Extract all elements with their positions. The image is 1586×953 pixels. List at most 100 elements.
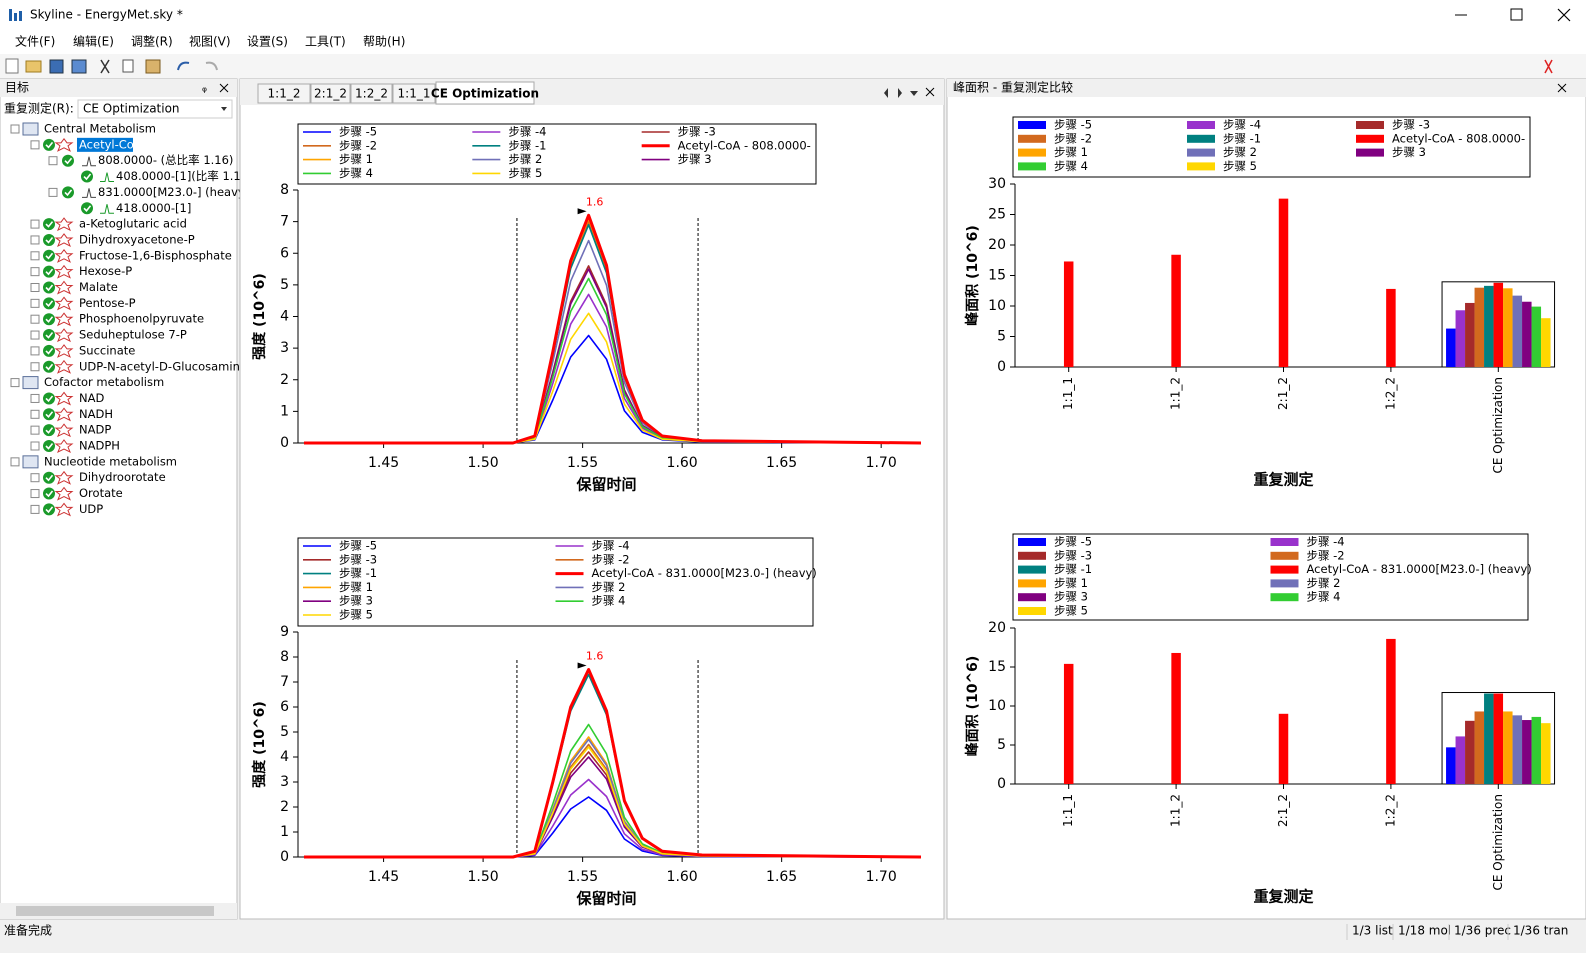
menu-item[interactable]: 帮助(H): [363, 35, 405, 49]
menu-item[interactable]: 调整(R): [131, 34, 173, 49]
legend-label: 步骤 4: [1054, 159, 1088, 173]
expander[interactable]: [30, 235, 40, 245]
peak-icon: [82, 188, 96, 198]
expander[interactable]: [30, 441, 40, 451]
tree-node[interactable]: 831.0000[M23.0-] (heavy): [98, 185, 249, 199]
chromatogram-panel: [239, 78, 945, 920]
save-icon[interactable]: [49, 59, 64, 74]
expander[interactable]: [30, 409, 40, 419]
tree-node[interactable]: 418.0000-[1]: [116, 201, 191, 215]
check-mark: [83, 205, 92, 212]
bar: [1465, 720, 1475, 784]
expander[interactable]: [30, 362, 40, 372]
expander[interactable]: [30, 489, 40, 499]
expander[interactable]: [48, 156, 58, 166]
tab[interactable]: [392, 83, 436, 104]
panel-close[interactable]: [219, 83, 229, 93]
tree-node[interactable]: Central Metabolism: [44, 122, 156, 136]
tab-close[interactable]: [925, 87, 935, 97]
tree-node[interactable]: Hexose-P: [79, 264, 132, 278]
expander[interactable]: [30, 314, 40, 324]
tab[interactable]: [310, 83, 351, 104]
redo-icon[interactable]: [205, 61, 218, 71]
publish-icon[interactable]: [71, 59, 87, 74]
tree-node[interactable]: UDP: [79, 502, 103, 516]
expander[interactable]: [30, 346, 40, 356]
check-icon: [43, 138, 55, 151]
tree-node[interactable]: Cofactor metabolism: [44, 375, 164, 389]
menu-item[interactable]: 编辑(E): [73, 34, 114, 49]
expander[interactable]: [30, 393, 40, 403]
menu-item[interactable]: 工具(T): [305, 35, 346, 49]
toolbar-icon[interactable]: [1544, 59, 1553, 74]
tab-label[interactable]: 1:2_2: [355, 87, 388, 101]
expander[interactable]: [30, 298, 40, 308]
tree-node[interactable]: Seduheptulose 7-P: [79, 328, 187, 342]
tab[interactable]: [350, 83, 393, 104]
tab-label[interactable]: 2:1_2: [314, 87, 347, 101]
tree-node[interactable]: Malate: [79, 280, 118, 294]
tab[interactable]: [435, 81, 535, 105]
paste-icon[interactable]: [145, 59, 161, 74]
tree-node[interactable]: a-Ketoglutaric acid: [79, 217, 187, 231]
tab-label[interactable]: 1:1_2: [268, 87, 301, 101]
tree-node[interactable]: Phosphoenolpyruvate: [79, 312, 204, 326]
undo-icon[interactable]: [177, 61, 190, 71]
expander[interactable]: [30, 267, 40, 277]
legend-swatch: [1018, 162, 1046, 171]
expander[interactable]: [10, 124, 20, 134]
y-tick-label: 5: [997, 737, 1006, 753]
expander[interactable]: [30, 283, 40, 292]
cut-icon[interactable]: [100, 59, 110, 74]
replicate-combo[interactable]: [77, 99, 233, 119]
tree-node[interactable]: 408.0000-[1](比率 1.16): [116, 169, 253, 183]
y-tick-label: 8: [280, 649, 289, 665]
tree-node[interactable]: Nucleotide metabolism: [44, 454, 177, 468]
scroll-thumb[interactable]: [16, 906, 214, 916]
combo-arrow[interactable]: [221, 107, 227, 111]
tree-node[interactable]: Acetyl-CoA: [79, 137, 142, 151]
copy-icon[interactable]: [122, 59, 134, 73]
expander[interactable]: [30, 425, 40, 435]
tree-node[interactable]: UDP-N-acetyl-D-Glucosamine: [79, 359, 247, 373]
tree-node[interactable]: Pentose-P: [79, 296, 136, 310]
tree-node[interactable]: NAD: [79, 391, 104, 405]
legend-label: 步骤 5: [339, 608, 373, 622]
tree-node[interactable]: NADP: [79, 423, 111, 437]
tree-node[interactable]: Fructose-1,6-Bisphosphate: [79, 248, 232, 262]
expander[interactable]: [30, 251, 40, 261]
expander[interactable]: [10, 378, 20, 388]
tree-node[interactable]: NADPH: [79, 439, 120, 453]
menu-item[interactable]: 文件(F): [15, 34, 55, 49]
tree-node[interactable]: 808.0000- (总比率 1.16): [98, 153, 233, 167]
open-icon[interactable]: [25, 60, 42, 73]
expander[interactable]: [48, 187, 58, 197]
tab-nav[interactable]: [884, 88, 918, 98]
panel-close[interactable]: [1557, 83, 1567, 93]
legend-label: 步骤 -1: [508, 138, 546, 152]
tree-node[interactable]: Dihydroxyacetone-P: [79, 232, 195, 246]
expander[interactable]: [30, 330, 40, 340]
tab[interactable]: [257, 83, 311, 104]
expander[interactable]: [10, 457, 20, 467]
maximize-button[interactable]: [1510, 8, 1523, 21]
expander[interactable]: [30, 140, 40, 150]
legend-label: 步骤 -5: [339, 539, 377, 553]
expander[interactable]: [30, 473, 40, 483]
y-tick-label: 0: [280, 849, 289, 865]
expander[interactable]: [30, 219, 40, 229]
menu-item[interactable]: 视图(V): [189, 34, 231, 49]
new-icon[interactable]: [5, 58, 19, 74]
tree-node[interactable]: Orotate: [79, 486, 123, 500]
menu-item[interactable]: 设置(S): [247, 35, 288, 49]
tab-label[interactable]: CE Optimization: [431, 87, 539, 101]
replicate-value[interactable]: CE Optimization: [83, 102, 180, 116]
expander[interactable]: [30, 504, 40, 514]
tree-node[interactable]: Dihydroorotate: [79, 470, 166, 484]
tab-label[interactable]: 1:1_1: [398, 87, 431, 101]
tree-node[interactable]: Succinate: [79, 343, 135, 357]
close-button[interactable]: [1557, 8, 1571, 22]
tree-node[interactable]: NADH: [79, 407, 113, 421]
pin-button[interactable]: ᵩ: [202, 81, 207, 95]
